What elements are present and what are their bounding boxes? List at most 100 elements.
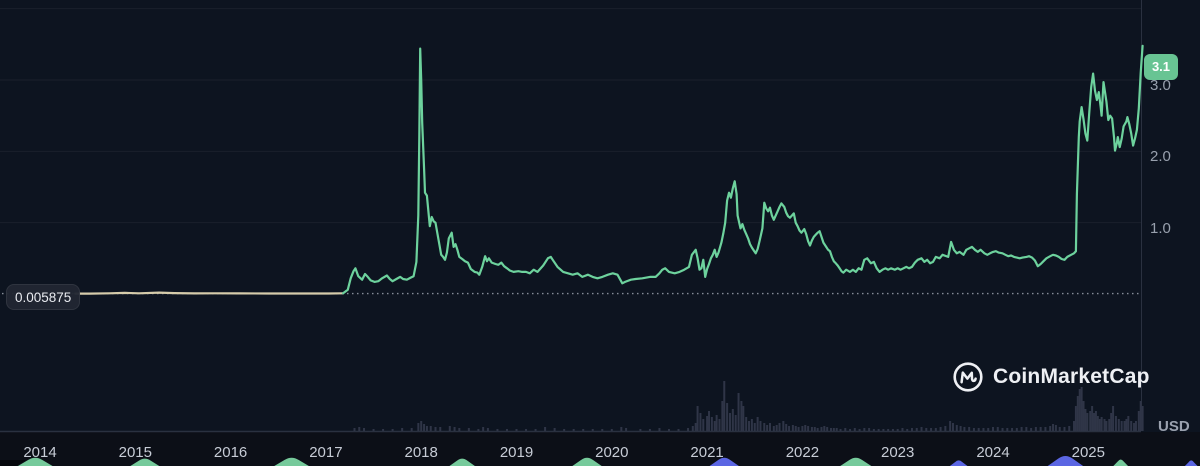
volume-bar [959,426,962,431]
volume-bar [823,426,826,431]
current-price-badge: 3.1 [1144,54,1178,80]
volume-bar [563,429,566,431]
volume-bar [429,426,432,431]
volume-bar [448,426,451,431]
volume-bar [1141,406,1144,431]
x-axis-year-label: 2023 [881,444,915,461]
volume-bar [977,428,980,431]
navigator-peak [1183,459,1199,466]
volume-bar [1130,421,1133,431]
volume-bar [1074,406,1077,431]
volume-bar [696,406,699,431]
volume-bar [1125,419,1128,431]
volume-bar [778,423,781,431]
volume-bar [731,409,734,431]
baseline-price-pill: 0.005875 [6,284,81,310]
volume-bar [691,426,694,431]
volume-bar [763,423,766,431]
volume-bar [706,416,709,431]
volume-bar [1127,416,1130,431]
volume-bar [477,429,480,431]
volume-bar [1054,425,1057,431]
volume-bar [1105,421,1108,431]
volume-bar [740,401,743,431]
volume-bar [785,424,788,431]
coinmarketcap-logo: CoinMarketCap [952,361,1150,393]
volume-bar [620,427,623,431]
volume-bar [804,425,807,431]
volume-bar [591,429,594,431]
volume-bar [858,429,861,431]
volume-bar [610,429,613,431]
volume-bar [996,427,999,431]
volume-bar [768,423,771,431]
volume-bar [525,429,528,431]
volume-bar [1068,426,1071,431]
x-axis-year-label: 2024 [976,444,1010,461]
volume-bar [742,406,745,431]
x-axis-year-label: 2021 [690,444,724,461]
volume-bar [401,428,404,431]
navigator-peak [1111,458,1130,466]
volume-bar [726,403,729,431]
volume-bar [534,429,537,431]
volume-bar [756,417,759,431]
volume-bar [677,429,680,431]
volume-bar [434,427,437,431]
volume-bar [1025,427,1028,431]
x-axis-year-label: 2014 [23,444,57,461]
volume-bar [1063,427,1066,431]
volume-bar [708,411,711,431]
volume-bar [1076,396,1079,431]
volume-bar [687,428,690,431]
volume-bar [820,427,823,431]
volume-bar [353,428,356,431]
volume-bar [423,424,426,431]
volume-bar [1073,421,1076,431]
volume-bar [1112,406,1115,431]
volume-bar [863,428,866,431]
volume-bar [453,427,456,431]
volume-bar [1093,413,1096,431]
volume-bar [939,427,942,431]
volume-bar [648,429,651,431]
volume-bar [699,413,702,431]
volume-bar [882,429,885,431]
navigator-peak [1045,455,1085,466]
navigator-peak [447,457,477,466]
volume-bar [816,428,819,431]
volume-bar [505,429,508,431]
volume-bar [832,428,835,431]
volume-bar [891,429,894,431]
x-axis-year-label: 2019 [499,444,534,461]
navigator-peak [128,457,162,466]
volume-bar [968,427,971,431]
volume-bar [358,427,361,431]
volume-bar [710,417,713,431]
volume-bar [544,427,547,431]
currency-unit-label: USD [1158,418,1190,435]
volume-bar [1137,411,1140,431]
volume-bar [721,401,724,431]
coinmarketcap-logo-icon [952,361,984,393]
volume-bar [1052,424,1055,431]
x-axis-year-label: 2022 [785,444,820,461]
volume-bar [713,421,716,431]
volume-bar [1120,421,1123,431]
volume-bar [972,428,975,431]
volume-bar [839,429,842,431]
volume-bar [1133,423,1136,431]
price-line-price [342,44,1144,295]
volume-bar [868,428,871,431]
y-tick-label: 2.0 [1150,148,1171,166]
volume-bar [1086,413,1089,431]
volume-bar [1039,427,1042,431]
volume-bar [944,426,947,431]
volume-bar [572,429,575,431]
volume-bar [482,427,485,431]
volume-bar [723,381,726,431]
volume-bar [887,429,890,431]
volume-bar [1080,387,1083,431]
volume-bar [1078,389,1081,431]
